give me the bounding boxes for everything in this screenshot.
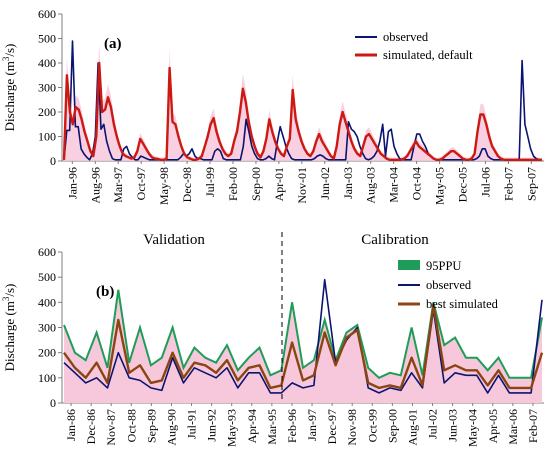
- x-tick-label: Feb-96: [285, 409, 299, 443]
- y-tick-label: 500: [38, 270, 56, 284]
- x-tick-label: May-04: [466, 409, 480, 447]
- x-tick-label: Sep-00: [385, 409, 399, 443]
- x-tick-label: Jul-99: [203, 167, 217, 197]
- x-tick-label: Jun-92: [205, 409, 219, 442]
- y-tick-label: 400: [38, 295, 56, 309]
- x-tick-label: Nov-98: [345, 409, 359, 446]
- series-95ppu-line: [63, 289, 543, 379]
- x-tick-label: Apr-01: [272, 167, 286, 201]
- y-tick-label: 600: [38, 7, 56, 21]
- legend-label: best simulated: [426, 297, 499, 311]
- x-tick-label: Mar-06: [506, 409, 520, 445]
- y-axis-label: Discharge (m3/s): [1, 44, 17, 132]
- y-axis-label: Discharge (m3/s): [1, 284, 17, 372]
- y-tick-label: 400: [38, 56, 56, 70]
- period-label-calibration: Calibration: [361, 232, 429, 248]
- y-tick-label: 100: [38, 371, 56, 385]
- x-tick-label: Feb-00: [226, 167, 240, 201]
- x-tick-label: Jan-03: [341, 167, 355, 199]
- x-tick-label: Nov-01: [295, 167, 309, 204]
- x-tick-label: Dec-98: [180, 167, 194, 202]
- x-tick-label: Aug-96: [88, 167, 102, 204]
- x-tick-label: Feb-07: [526, 409, 540, 443]
- x-tick-label: Jul-91: [185, 409, 199, 439]
- x-tick-label: Aug-90: [164, 409, 178, 446]
- y-tick-label: 0: [50, 396, 56, 410]
- y-tick-label: 300: [38, 81, 56, 95]
- legend-label: simulated, default: [383, 48, 473, 62]
- ppu-shade: [64, 289, 542, 403]
- x-tick-label: Jul-06: [478, 167, 492, 197]
- y-tick-label: 0: [50, 154, 56, 168]
- panel-b: 0 100 200 300 400 500 600 Discharge (m3/s) Jan-8…: [1, 232, 544, 447]
- y-tick-label: 300: [38, 321, 56, 335]
- series-line-best-simulated: [63, 303, 544, 390]
- legend-label: observed: [383, 30, 429, 44]
- x-tick-label: May-93: [225, 409, 239, 447]
- period-label-validation: Validation: [143, 232, 205, 248]
- panel-label: (a): [104, 36, 122, 52]
- x-tick-label: Sep-89: [144, 409, 158, 443]
- series-line-observed: [63, 278, 543, 394]
- x-tick-label: Apr-94: [245, 409, 259, 443]
- y-tick-label: 100: [38, 130, 56, 144]
- x-tick-label: Jul-02: [426, 409, 440, 439]
- series-line-simulated-default: [62, 61, 542, 161]
- x-tick-label: Oct-97: [134, 167, 148, 200]
- x-tick-label: Mar-04: [387, 167, 401, 203]
- x-tick-label: May-05: [433, 167, 447, 205]
- legend-swatch-95ppu: [398, 260, 420, 270]
- x-tick-label: Mar-97: [111, 167, 125, 203]
- legend-label: observed: [426, 278, 472, 292]
- x-tick-label: Oct-88: [124, 409, 138, 442]
- x-tick-label: Feb-07: [501, 167, 515, 201]
- x-tick-label: Sep-00: [249, 167, 263, 201]
- panel-a: 0 100 200 300 400 500 600 Discharge (m3/s) Jan-9…: [1, 7, 544, 205]
- x-tick-label: Aug-01: [405, 409, 419, 446]
- x-tick-label: Dec-86: [84, 409, 98, 444]
- x-tick-label: Oct-99: [365, 409, 379, 442]
- x-tick-label: Dec-97: [325, 409, 339, 444]
- x-tick-label: Jan-96: [65, 167, 79, 199]
- x-tick-label: Jan-97: [305, 409, 319, 441]
- y-tick-label: 200: [38, 105, 56, 119]
- x-tick-label: Sep-07: [524, 167, 538, 201]
- series-line-observed: [63, 40, 542, 161]
- x-tick-label: Jun-03: [446, 409, 460, 442]
- panel-label: (b): [96, 284, 114, 300]
- y-tick-label: 500: [38, 32, 56, 46]
- y-tick-label: 200: [38, 346, 56, 360]
- x-tick-label: Apr-05: [486, 409, 500, 443]
- y-tick-label: 600: [38, 245, 56, 259]
- x-tick-label: Jan-86: [64, 409, 78, 441]
- x-tick-label: May-98: [157, 167, 171, 205]
- x-tick-label: Oct-04: [410, 167, 424, 200]
- x-tick-label: Aug-03: [364, 167, 378, 204]
- x-tick-label: Mar-95: [265, 409, 279, 445]
- legend-label: 95PPU: [426, 259, 461, 273]
- x-tick-label: Nov-87: [104, 409, 118, 446]
- x-tick-label: Jun-02: [318, 167, 332, 200]
- x-tick-label: Dec-05: [456, 167, 470, 202]
